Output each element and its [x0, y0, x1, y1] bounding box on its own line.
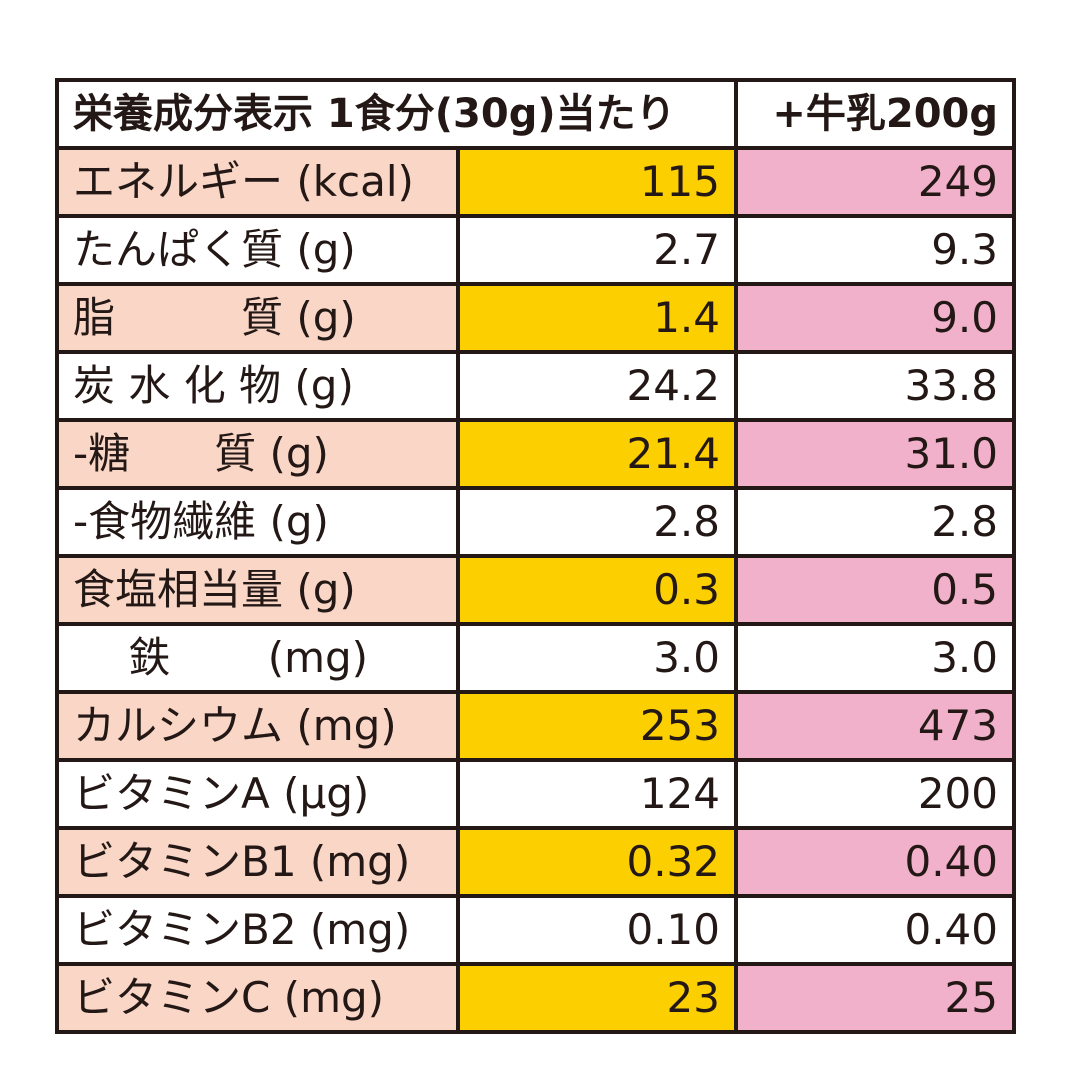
table-row: -食物繊維 (g) 2.8 2.8	[55, 486, 1016, 558]
nutrient-label: 食塩相当量 (g)	[55, 554, 460, 626]
nutrition-facts-panel: 栄養成分表示 1食分(30g)当たり +牛乳200g エネルギー (kcal) …	[55, 78, 1016, 1034]
with-milk-value: 0.5	[734, 554, 1016, 626]
per-serving-value: 1.4	[456, 282, 738, 354]
table-row: エネルギー (kcal) 115 249	[55, 146, 1016, 218]
nutrient-label: 鉄 (mg)	[55, 622, 460, 694]
table-row: ビタミンB1 (mg) 0.32 0.40	[55, 826, 1016, 898]
with-milk-value: 25	[734, 962, 1016, 1034]
per-serving-value: 0.10	[456, 894, 738, 966]
with-milk-value: 2.8	[734, 486, 1016, 558]
per-serving-value: 3.0	[456, 622, 738, 694]
with-milk-value: 473	[734, 690, 1016, 762]
nutrient-label: ビタミンC (mg)	[55, 962, 460, 1034]
per-serving-value: 24.2	[456, 350, 738, 422]
table-row: ビタミンB2 (mg) 0.10 0.40	[55, 894, 1016, 966]
with-milk-value: 33.8	[734, 350, 1016, 422]
nutrient-label: カルシウム (mg)	[55, 690, 460, 762]
with-milk-value: 200	[734, 758, 1016, 830]
with-milk-value: 0.40	[734, 826, 1016, 898]
table-header-row: 栄養成分表示 1食分(30g)当たり +牛乳200g	[55, 78, 1016, 150]
with-milk-value: 9.0	[734, 282, 1016, 354]
table-row: 炭 水 化 物 (g) 24.2 33.8	[55, 350, 1016, 422]
per-serving-value: 0.3	[456, 554, 738, 626]
table-row: ビタミンC (mg) 23 25	[55, 962, 1016, 1034]
header-title: 栄養成分表示 1食分(30g)当たり	[55, 78, 738, 150]
nutrient-label: -糖 質 (g)	[55, 418, 460, 490]
table-row: -糖 質 (g) 21.4 31.0	[55, 418, 1016, 490]
per-serving-value: 124	[456, 758, 738, 830]
table-row: ビタミンA (μg) 124 200	[55, 758, 1016, 830]
nutrient-label: 脂 質 (g)	[55, 282, 460, 354]
nutrient-label: ビタミンB1 (mg)	[55, 826, 460, 898]
table-row: 鉄 (mg) 3.0 3.0	[55, 622, 1016, 694]
per-serving-value: 0.32	[456, 826, 738, 898]
table-row: カルシウム (mg) 253 473	[55, 690, 1016, 762]
per-serving-value: 21.4	[456, 418, 738, 490]
table-row: たんぱく質 (g) 2.7 9.3	[55, 214, 1016, 286]
with-milk-value: 0.40	[734, 894, 1016, 966]
with-milk-value: 249	[734, 146, 1016, 218]
table-row: 食塩相当量 (g) 0.3 0.5	[55, 554, 1016, 626]
per-serving-value: 2.8	[456, 486, 738, 558]
table-row: 脂 質 (g) 1.4 9.0	[55, 282, 1016, 354]
per-serving-value: 253	[456, 690, 738, 762]
with-milk-value: 3.0	[734, 622, 1016, 694]
per-serving-value: 115	[456, 146, 738, 218]
nutrient-label: エネルギー (kcal)	[55, 146, 460, 218]
nutrient-label: -食物繊維 (g)	[55, 486, 460, 558]
nutrient-label: たんぱく質 (g)	[55, 214, 460, 286]
with-milk-value: 31.0	[734, 418, 1016, 490]
nutrient-label: ビタミンB2 (mg)	[55, 894, 460, 966]
nutrient-label: ビタミンA (μg)	[55, 758, 460, 830]
with-milk-value: 9.3	[734, 214, 1016, 286]
nutrient-label: 炭 水 化 物 (g)	[55, 350, 460, 422]
nutrition-table: 栄養成分表示 1食分(30g)当たり +牛乳200g エネルギー (kcal) …	[55, 78, 1016, 1034]
per-serving-value: 23	[456, 962, 738, 1034]
per-serving-value: 2.7	[456, 214, 738, 286]
header-with-milk: +牛乳200g	[734, 78, 1016, 150]
